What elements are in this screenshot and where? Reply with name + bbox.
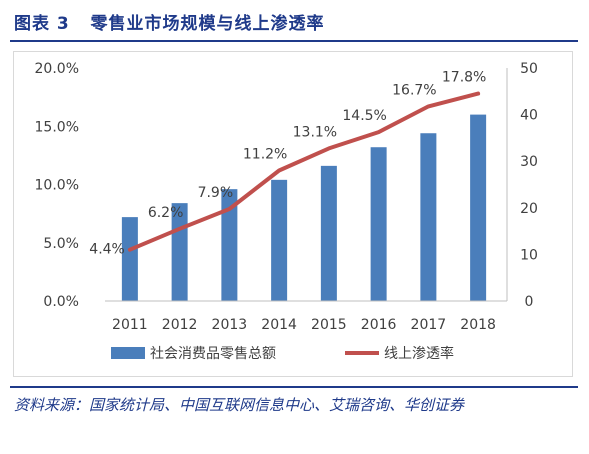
right-tick-label: 10: [520, 247, 538, 263]
x-tick-label: 2018: [460, 317, 496, 333]
legend-label-line: 线上渗透率: [384, 345, 454, 362]
left-tick-label: 10.0%: [35, 178, 79, 194]
left-tick-label: 20.0%: [35, 61, 79, 77]
penetration-line: [127, 91, 481, 252]
bar-2018: [470, 114, 487, 301]
x-tick-label: 2012: [162, 317, 198, 333]
figure-title: 图表 3 零售业市场规模与线上渗透率: [14, 9, 325, 34]
data-label-2015: 13.1%: [293, 124, 337, 140]
bar-2014: [271, 179, 288, 301]
x-tick-label: 2011: [112, 317, 148, 333]
right-tick-label: 20: [520, 201, 538, 217]
right-tick-label: 0: [525, 294, 534, 310]
source-note: 资料来源：国家统计局、中国互联网信息中心、艾瑞咨询、华创证券: [14, 396, 465, 414]
bar-2015: [320, 165, 337, 301]
data-label-2018: 17.8%: [442, 70, 486, 86]
bar-2017: [420, 133, 437, 301]
figure-title-text: 零售业市场规模与线上渗透率: [90, 14, 325, 34]
left-tick-label: 0.0%: [43, 294, 79, 310]
bar-2013: [221, 189, 238, 301]
source-divider: [10, 386, 578, 388]
x-tick-label: 2014: [261, 317, 297, 333]
chart-frame: [13, 51, 573, 377]
title-divider: [10, 40, 578, 42]
right-tick-label: 30: [520, 154, 538, 170]
right-tick-label: 40: [520, 108, 538, 124]
data-label-2016: 14.5%: [342, 108, 386, 124]
left-tick-label: 5.0%: [43, 236, 79, 252]
data-label-2017: 16.7%: [392, 82, 436, 98]
x-tick-label: 2015: [311, 317, 347, 333]
left-tick-label: 15.0%: [35, 119, 79, 135]
x-tick-label: 2016: [361, 317, 397, 333]
legend-swatch-bar: [111, 347, 145, 359]
legend-label-bar: 社会消费品零售总额: [150, 346, 276, 362]
x-tick-label: 2013: [212, 317, 248, 333]
data-label-2012: 6.2%: [148, 205, 184, 221]
figure-label: 图表 3: [14, 14, 70, 34]
combo-chart: 4.4% 6.2% 7.9% 11.2% 13.1% 14.5% 16.7% 17.8% 0.…: [35, 61, 538, 362]
bar-2011: [121, 217, 138, 301]
data-label-2013: 7.9%: [198, 185, 234, 201]
right-tick-label: 50: [520, 61, 538, 77]
data-label-2011: 4.4%: [89, 242, 125, 258]
bar-2016: [370, 147, 387, 301]
x-tick-label: 2017: [411, 317, 447, 333]
data-label-2014: 11.2%: [243, 147, 287, 163]
